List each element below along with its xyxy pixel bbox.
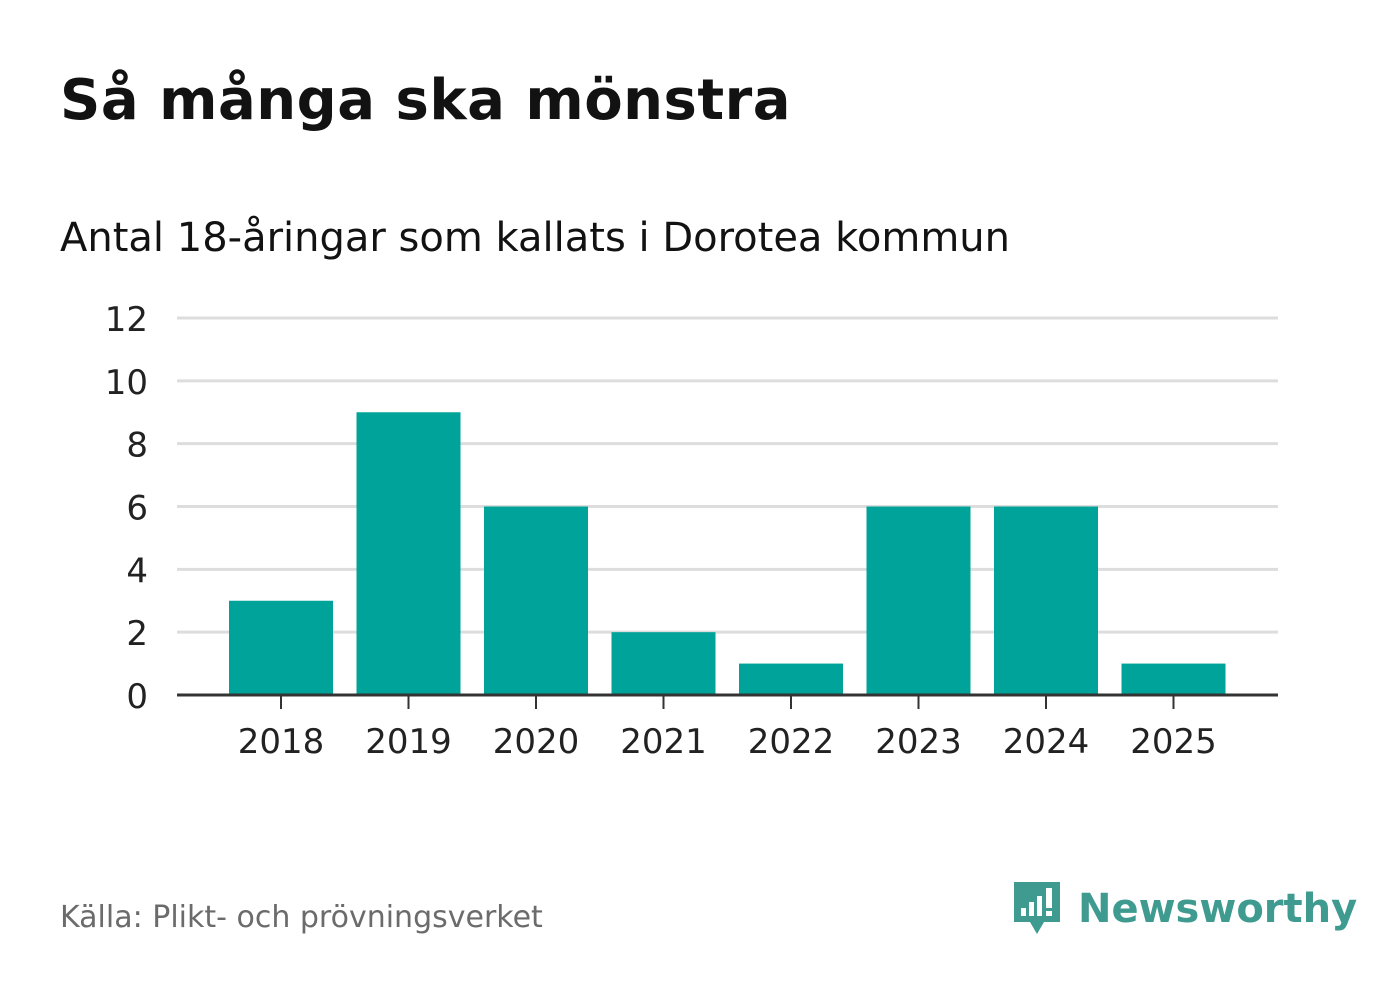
brand-name: Newsworthy (1078, 886, 1358, 932)
brand-logo: Newsworthy (1010, 878, 1357, 940)
x-tick-label: 2024 (1003, 722, 1090, 762)
y-tick-label: 6 (126, 489, 148, 529)
chart-bubble-icon (1014, 882, 1060, 934)
bar-2018 (229, 600, 333, 695)
x-tick-label: 2025 (1130, 722, 1217, 762)
x-tick-label: 2020 (493, 722, 580, 762)
y-tick-label: 2 (126, 614, 148, 654)
bar-2025 (1121, 663, 1226, 695)
y-tick-label: 10 (105, 363, 148, 403)
chart-title: Så många ska mönstra (60, 68, 792, 133)
bar-2024 (994, 506, 1098, 695)
chart-subtitle: Antal 18-åringar som kallats i Dorotea k… (60, 215, 1010, 261)
y-axis-ticks: 0 2 4 6 8 10 12 (105, 300, 148, 717)
y-tick-label: 12 (105, 300, 148, 340)
x-tick-label: 2018 (238, 722, 325, 762)
bar-2021 (611, 632, 716, 695)
y-tick-label: 0 (126, 677, 148, 717)
bar-2019 (356, 412, 461, 695)
x-tick-label: 2022 (748, 722, 835, 762)
bars (229, 412, 1226, 695)
bar-2023 (866, 506, 971, 695)
source-note: Källa: Plikt- och prövningsverket (60, 900, 543, 935)
grid-lines (177, 316, 1278, 634)
x-axis-ticks: 2018 2019 2020 2021 2022 2023 2024 2025 (238, 695, 1217, 762)
x-tick-label: 2019 (365, 722, 452, 762)
x-tick-label: 2023 (875, 722, 962, 762)
x-tick-label: 2021 (620, 722, 707, 762)
bar-2022 (739, 663, 843, 695)
y-tick-label: 4 (126, 551, 148, 591)
y-tick-label: 8 (126, 426, 148, 466)
bar-2020 (484, 506, 588, 695)
